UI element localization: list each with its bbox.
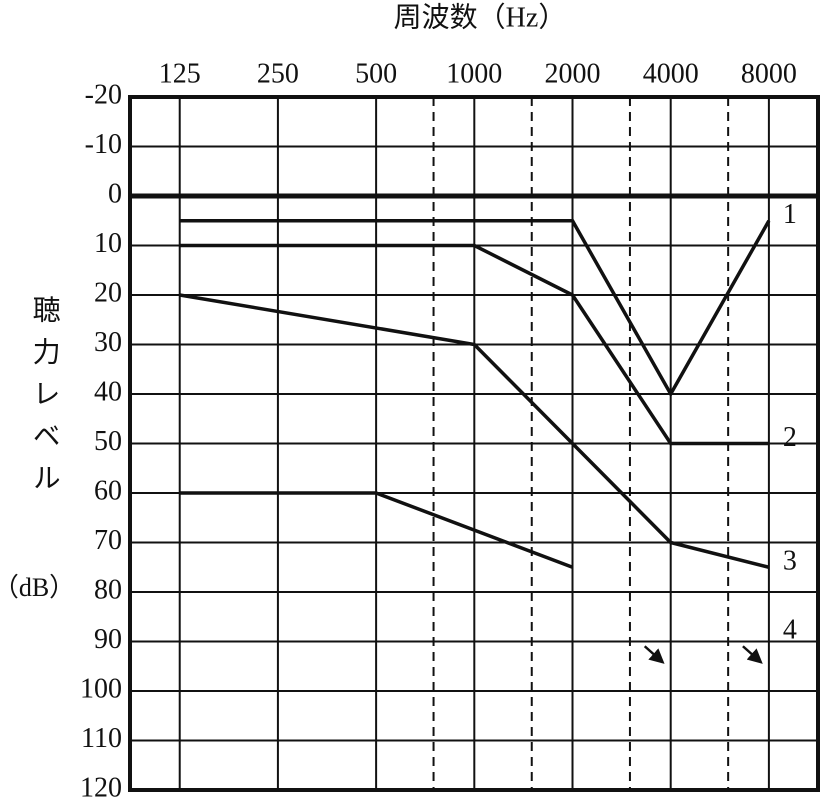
y-tick-label: 40 bbox=[94, 376, 122, 407]
y-axis-label: 聴力レベル bbox=[29, 295, 61, 505]
series-label: 2 bbox=[783, 422, 797, 453]
x-tick-label: 4000 bbox=[643, 58, 699, 89]
y-tick-label: 90 bbox=[94, 624, 122, 655]
x-tick-label: 1000 bbox=[446, 58, 502, 89]
y-tick-label: 60 bbox=[94, 475, 122, 506]
series-label: 1 bbox=[783, 199, 797, 230]
x-tick-label: 250 bbox=[257, 58, 299, 89]
y-tick-label: -20 bbox=[85, 79, 122, 110]
x-tick-label: 125 bbox=[159, 58, 201, 89]
x-tick-label: 500 bbox=[355, 58, 397, 89]
x-tick-label: 8000 bbox=[741, 58, 797, 89]
y-tick-label: 110 bbox=[81, 723, 122, 754]
y-tick-label: -10 bbox=[85, 129, 122, 160]
y-tick-label: 30 bbox=[94, 327, 122, 358]
scaleout-arrow bbox=[742, 645, 763, 664]
y-tick-label: 70 bbox=[94, 525, 122, 556]
x-tick-label: 2000 bbox=[545, 58, 601, 89]
y-tick-label: 50 bbox=[94, 426, 122, 457]
series-line bbox=[179, 491, 574, 569]
scaleout-arrow bbox=[643, 645, 665, 664]
y-tick-label: 80 bbox=[94, 574, 122, 605]
y-tick-label: 10 bbox=[94, 228, 122, 259]
series-line bbox=[179, 219, 771, 398]
y-axis-unit: （dB） bbox=[0, 573, 75, 602]
y-tick-label: 100 bbox=[80, 673, 122, 704]
y-tick-label: 20 bbox=[94, 277, 122, 308]
plot-border bbox=[128, 95, 820, 792]
series-label: 3 bbox=[783, 546, 797, 577]
chart-title: 周波数（Hz） bbox=[394, 1, 567, 33]
series-line bbox=[179, 243, 769, 446]
y-tick-label: 120 bbox=[80, 772, 122, 803]
y-tick-label: 0 bbox=[108, 178, 122, 209]
series-line bbox=[179, 293, 770, 569]
series-label: 4 bbox=[783, 615, 797, 646]
